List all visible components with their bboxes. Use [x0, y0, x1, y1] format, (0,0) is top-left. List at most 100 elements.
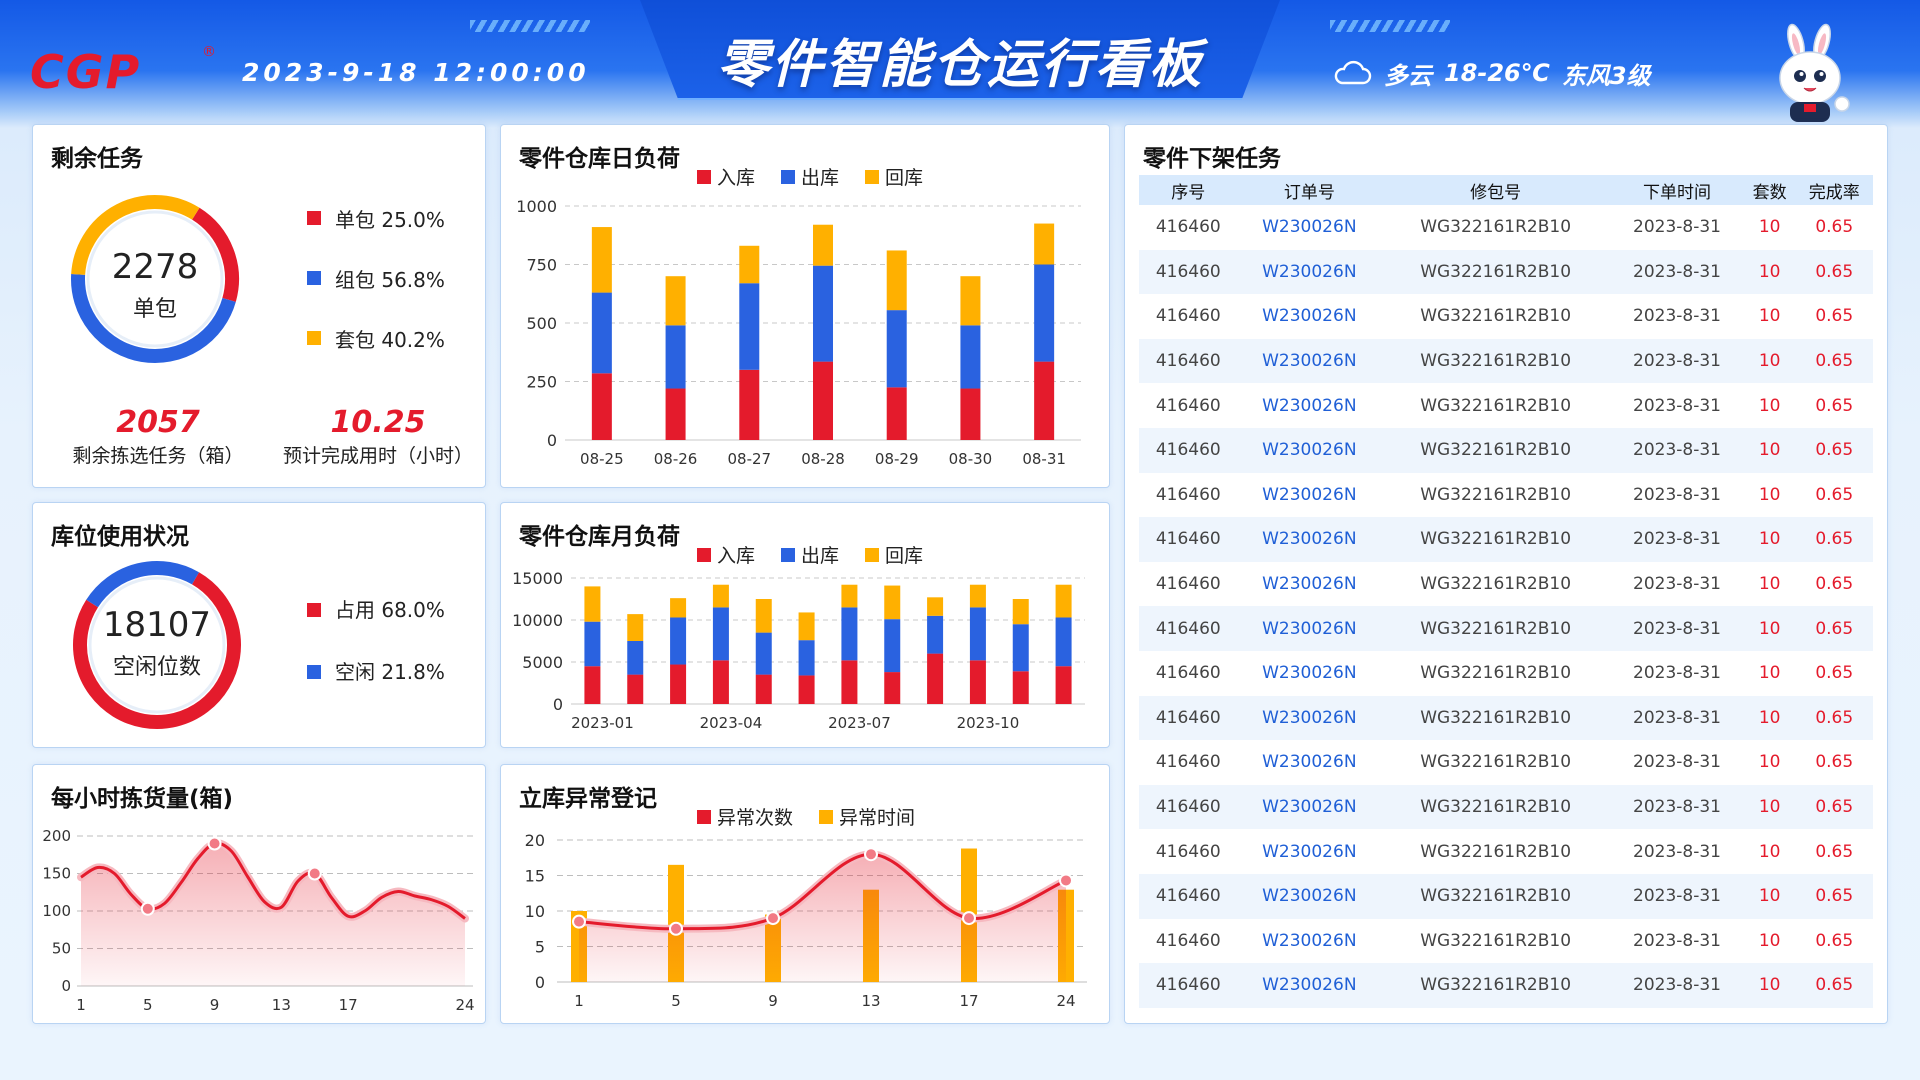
- bar-segment: [969, 660, 986, 704]
- cell-serial: 416460: [1155, 574, 1221, 595]
- legend-item: 异常时间: [819, 803, 915, 830]
- column-header: 下单时间: [1610, 175, 1744, 205]
- bar-segment: [886, 250, 907, 311]
- monthly-load-legend: 入库 出库 回库: [697, 541, 923, 568]
- bar-segment: [960, 325, 981, 389]
- x-tick-label: 9: [768, 992, 778, 1010]
- bar-segment: [627, 614, 644, 641]
- cell-order-no: W230026N: [1237, 695, 1382, 741]
- bar-segment: [927, 597, 944, 616]
- cell-serial: 416460: [1139, 784, 1238, 830]
- panel-title: 零件仓库月负荷: [519, 524, 680, 550]
- bar-segment: [627, 674, 644, 704]
- x-tick-label: 08-27: [727, 450, 771, 468]
- data-point: [307, 866, 322, 881]
- anomaly-legend: 异常次数 异常时间: [697, 803, 915, 830]
- anomaly-record-panel: 立库异常登记 异常次数 异常时间 0 5 10 15 20 1 5 9 13 17 24: [500, 764, 1110, 1024]
- unshelving-tasks-panel: 零件下架任务 序号 订单号 修包号 下单时间 套数 完成率 416460 W230026N W…: [1124, 124, 1888, 1024]
- bar-segment: [591, 373, 612, 440]
- column-header: 套数: [1743, 175, 1796, 205]
- table-row: 416460 W230026N WG322161R2B10 2023-8-31 10 0.…: [1139, 963, 1873, 1008]
- bar-segment: [665, 325, 686, 389]
- table-row: 416460 W230026N WG322161R2B10 2023-8-31 10 0.…: [1139, 873, 1873, 919]
- storage-center-value: 18107: [102, 605, 212, 645]
- weather-condition: 多云: [1384, 61, 1432, 90]
- panel-title: 库位使用状况: [51, 524, 189, 550]
- panel-title: 零件下架任务: [1143, 146, 1281, 172]
- cell-order-no: W230026N: [1237, 338, 1382, 384]
- legend-label: 入库: [717, 545, 756, 567]
- cell-order-no: W230026N: [1237, 249, 1382, 295]
- cell-order-no: W230026N: [1237, 427, 1382, 473]
- cell-order-no: W230026N: [1262, 930, 1357, 951]
- table-row: 416460 W230026N WG322161R2B10 2023-8-31 10 0.…: [1139, 338, 1873, 384]
- legend-label: 单包 25.0%: [335, 207, 445, 232]
- y-tick-label: 100: [42, 902, 71, 920]
- x-tick-label: 08-25: [580, 450, 624, 468]
- bar-segment: [584, 666, 601, 704]
- x-tick-label: 24: [1056, 992, 1075, 1010]
- daily-load-panel: 零件仓库日负荷 入库 出库 回库 0 250 500 750 1000 08-25 08-26 0…: [500, 124, 1110, 488]
- legend-item: 回库: [865, 163, 923, 190]
- bar-segment: [841, 607, 858, 661]
- cell-order-time: 2023-8-31: [1633, 395, 1721, 416]
- remaining-donut-chart: [71, 195, 239, 363]
- table-body: 416460 W230026N WG322161R2B10 2023-8-31 10 0.…: [1139, 205, 1873, 1008]
- y-tick-label: 15000: [512, 569, 563, 588]
- y-tick-label: 5000: [522, 653, 563, 672]
- bar-segment: [670, 598, 687, 618]
- cell-serial: 416460: [1155, 306, 1221, 327]
- column-header: 修包号: [1381, 175, 1611, 205]
- cell-order-time: 2023-8-31: [1610, 606, 1744, 651]
- cell-sets: 10: [1758, 930, 1781, 951]
- cell-completion: 0.65: [1795, 963, 1873, 1008]
- bar-segment: [813, 265, 833, 362]
- cell-sets: 10: [1758, 752, 1781, 773]
- cell-order-time: 2023-8-31: [1610, 338, 1744, 384]
- table-row: 416460 W230026N WG322161R2B10 2023-8-31 10 0.…: [1139, 562, 1873, 607]
- table-row: 416460 W230026N WG322161R2B10 2023-8-31 10 0.…: [1139, 473, 1873, 518]
- y-tick-label: 0: [535, 973, 545, 992]
- bar-segment: [886, 387, 907, 440]
- cell-order-no: W230026N: [1262, 306, 1357, 327]
- data-point: [1059, 873, 1073, 888]
- column-header: 订单号: [1237, 175, 1382, 205]
- weather-temperature: 18-26℃: [1444, 59, 1550, 87]
- y-tick-label: 0: [547, 431, 557, 450]
- bar-segment: [960, 388, 981, 440]
- cell-repair-pack-no: WG322161R2B10: [1420, 752, 1572, 773]
- cell-serial: 416460: [1155, 930, 1221, 951]
- cell-order-time: 2023-8-31: [1610, 784, 1744, 830]
- legend-swatch: [819, 809, 834, 824]
- y-tick-label: 15: [525, 867, 545, 886]
- cell-order-time: 2023-8-31: [1610, 249, 1744, 295]
- cell-completion: 0.65: [1815, 752, 1854, 773]
- bar-segment: [712, 660, 729, 704]
- bar-segment: [798, 612, 815, 641]
- bar-segment: [798, 675, 815, 704]
- weather-wind: 东风3级: [1561, 61, 1651, 90]
- bar-segment: [755, 632, 772, 675]
- bar-segment: [1034, 361, 1055, 440]
- data-point: [207, 836, 222, 851]
- bar-segment: [755, 599, 772, 633]
- cell-sets: 10: [1758, 217, 1781, 238]
- bar-segment: [1012, 599, 1029, 625]
- remaining-center-value: 2278: [111, 247, 199, 287]
- legend-label: 异常次数: [717, 807, 794, 829]
- legend-swatch: [781, 169, 796, 184]
- cell-repair-pack-no: WG322161R2B10: [1420, 395, 1572, 416]
- table-row: 416460 W230026N WG322161R2B10 2023-8-31 10 0.…: [1139, 205, 1873, 250]
- cell-serial: 416460: [1139, 517, 1238, 562]
- column-header: 序号: [1139, 175, 1238, 205]
- y-tick-label: 0: [553, 695, 563, 714]
- x-tick-label: 08-30: [949, 450, 993, 468]
- panel-title: 剩余任务: [51, 146, 143, 172]
- cell-serial: 416460: [1139, 338, 1238, 384]
- bar-segment: [739, 245, 760, 284]
- cell-sets: 10: [1758, 306, 1781, 327]
- x-tick-label: 1: [76, 996, 86, 1014]
- bar-segment: [1055, 666, 1072, 704]
- cell-completion: 0.65: [1795, 784, 1873, 830]
